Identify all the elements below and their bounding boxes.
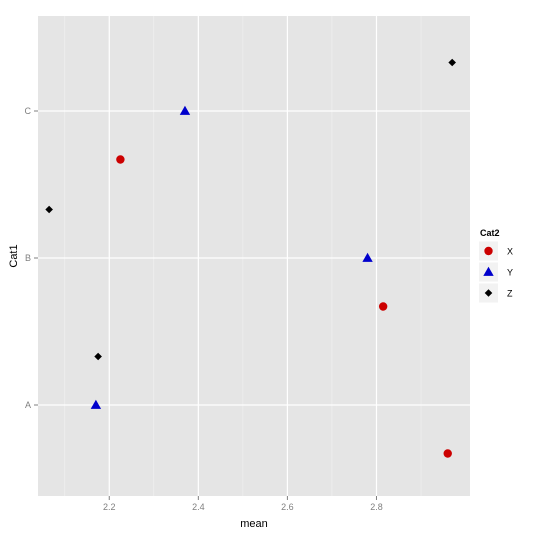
x-tick-label: 2.6 (281, 502, 294, 512)
legend-title: Cat2 (480, 228, 500, 238)
y-tick-label: B (25, 253, 31, 263)
x-axis-label: mean (240, 518, 268, 530)
legend-key-y (483, 266, 494, 276)
x-tick-label: 2.8 (370, 502, 383, 512)
data-point-c-y (179, 105, 191, 115)
x-tick-label: 2.2 (103, 502, 116, 512)
x-axis-ticks: 2.2 2.4 2.6 2.8 (103, 496, 383, 512)
plot-panel (38, 16, 470, 496)
y-tick-label: A (25, 400, 31, 410)
data-point-b-y (362, 252, 373, 262)
x-tick-label: 2.4 (192, 502, 205, 512)
legend-label-x: X (507, 247, 513, 257)
legend: Cat2 X Y Z (479, 228, 513, 303)
data-point-b-z (45, 205, 53, 214)
data-point-c-x (116, 155, 125, 164)
y-tick-label: C (25, 106, 32, 116)
y-axis-ticks: A B C (25, 106, 38, 410)
legend-key-x (484, 246, 493, 256)
data-point-a-x (443, 449, 452, 458)
data-point-a-y (90, 399, 102, 409)
data-point-b-x (378, 302, 388, 311)
data-points (45, 58, 456, 458)
grid-major (38, 16, 470, 496)
legend-key-z (484, 289, 493, 297)
legend-label-z: Z (507, 289, 513, 299)
grid-minor (64, 16, 422, 496)
data-point-c-z (448, 58, 456, 67)
data-point-a-z (94, 352, 102, 361)
y-axis-label: Cat1 (8, 244, 20, 267)
legend-label-y: Y (507, 268, 513, 278)
